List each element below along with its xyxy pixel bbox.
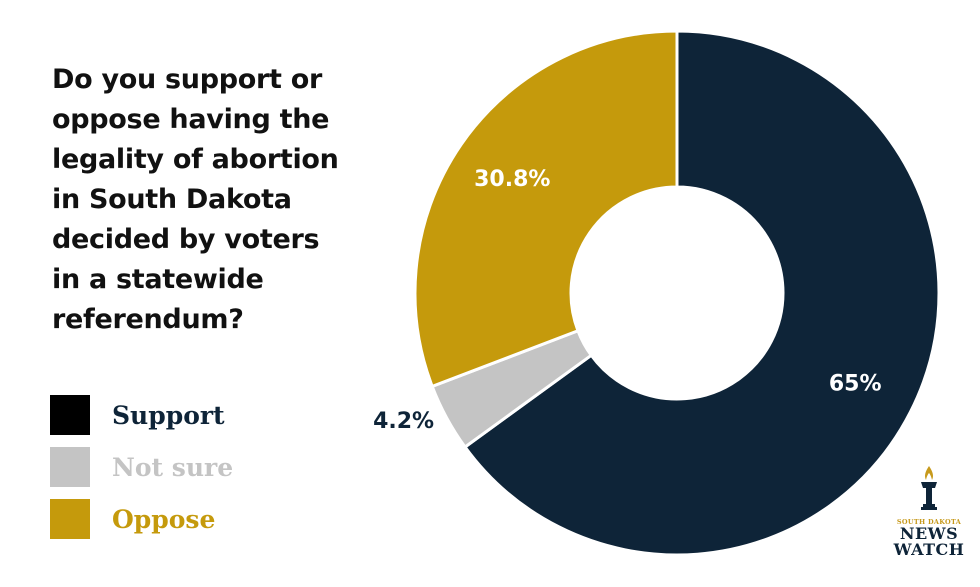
data-label-support: 65%: [829, 371, 882, 396]
legend-item-support: Support: [50, 395, 233, 435]
torch-icon: [921, 466, 937, 510]
donut-slice-oppose: [413, 29, 679, 389]
legend-item-oppose: Oppose: [50, 499, 233, 539]
logo-line-3: WATCH: [893, 540, 965, 559]
legend-swatch-support: [50, 395, 90, 435]
chart-legend: Support Not sure Oppose: [50, 395, 233, 551]
news-watch-logo: SOUTH DAKOTA NEWS WATCH: [888, 464, 970, 558]
legend-label-oppose: Oppose: [112, 504, 216, 534]
data-label-oppose: 30.8%: [474, 167, 550, 192]
legend-swatch-not-sure: [50, 447, 90, 487]
donut-slice-support: [462, 29, 941, 557]
data-label-not-sure: 4.2%: [373, 409, 434, 434]
legend-label-not-sure: Not sure: [112, 452, 234, 482]
logo-line-2: NEWS: [899, 524, 959, 543]
chart-question-title: Do you support or oppose having the lega…: [52, 64, 339, 335]
legend-item-not-sure: Not sure: [50, 447, 233, 487]
logo-line-1: SOUTH DAKOTA: [896, 518, 962, 526]
legend-swatch-oppose: [50, 499, 90, 539]
legend-label-support: Support: [112, 400, 225, 430]
